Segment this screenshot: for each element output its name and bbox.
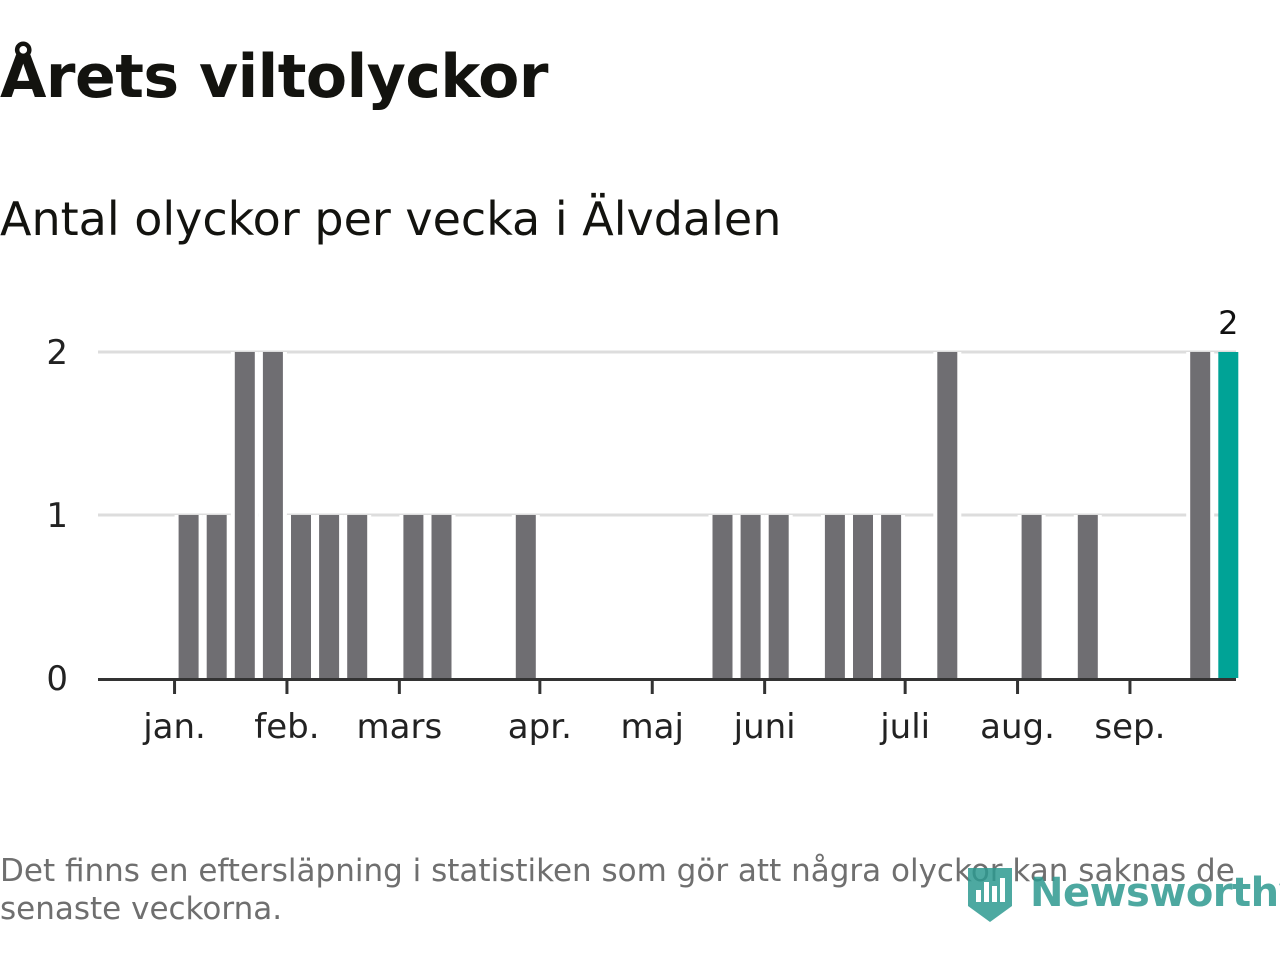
x-tick-label: maj — [621, 707, 684, 747]
chart-title: Årets viltolyckor — [0, 42, 549, 112]
bar — [262, 352, 283, 678]
x-tick-label: juni — [733, 707, 796, 747]
bar-highlight — [1218, 352, 1239, 678]
x-tick-label: jan. — [142, 707, 206, 747]
bar — [1190, 352, 1211, 678]
bar — [347, 515, 368, 678]
bar — [937, 352, 958, 678]
footnote: Det finns en eftersläpning i statistiken… — [0, 853, 1235, 927]
bars — [174, 352, 1239, 678]
chart-subtitle: Antal olyckor per vecka i Älvdalen — [0, 192, 782, 246]
x-tick-label: sep. — [1094, 707, 1165, 747]
x-tick-label: apr. — [508, 707, 572, 747]
bar — [234, 352, 255, 678]
bar — [291, 515, 311, 678]
bar — [881, 515, 902, 678]
bar-chart: 0 1 2 2 jan. feb. mars apr. maj juni juli aug. sep. — [46, 304, 1239, 747]
x-tick-label: feb. — [254, 707, 319, 747]
labels: 0 1 2 2 jan. feb. mars apr. maj juni juli aug. sep. — [46, 304, 1238, 747]
chart-badge-icon — [968, 868, 1012, 922]
bar — [740, 515, 761, 678]
bar — [319, 515, 340, 678]
bar — [853, 515, 873, 678]
bar — [768, 515, 789, 678]
bar — [178, 515, 199, 678]
y-tick-label: 1 — [46, 496, 68, 536]
x-tick-label: juli — [879, 707, 930, 747]
x-tick-label: aug. — [980, 707, 1055, 747]
bar — [1021, 515, 1042, 678]
bar — [1077, 515, 1098, 678]
logo-text: Newsworthy — [1030, 870, 1280, 916]
bar — [403, 515, 424, 678]
y-tick-label: 2 — [46, 333, 68, 373]
x-axis — [98, 678, 1236, 694]
x-tick-label: mars — [357, 707, 443, 747]
highlight-value-label: 2 — [1218, 304, 1238, 342]
bar — [712, 515, 733, 678]
bar — [431, 515, 452, 678]
bar — [206, 515, 227, 678]
y-tick-label: 0 — [46, 659, 68, 699]
bar — [515, 515, 536, 678]
newsworthy-logo[interactable]: Newsworthy — [964, 860, 1280, 926]
bar — [824, 515, 845, 678]
